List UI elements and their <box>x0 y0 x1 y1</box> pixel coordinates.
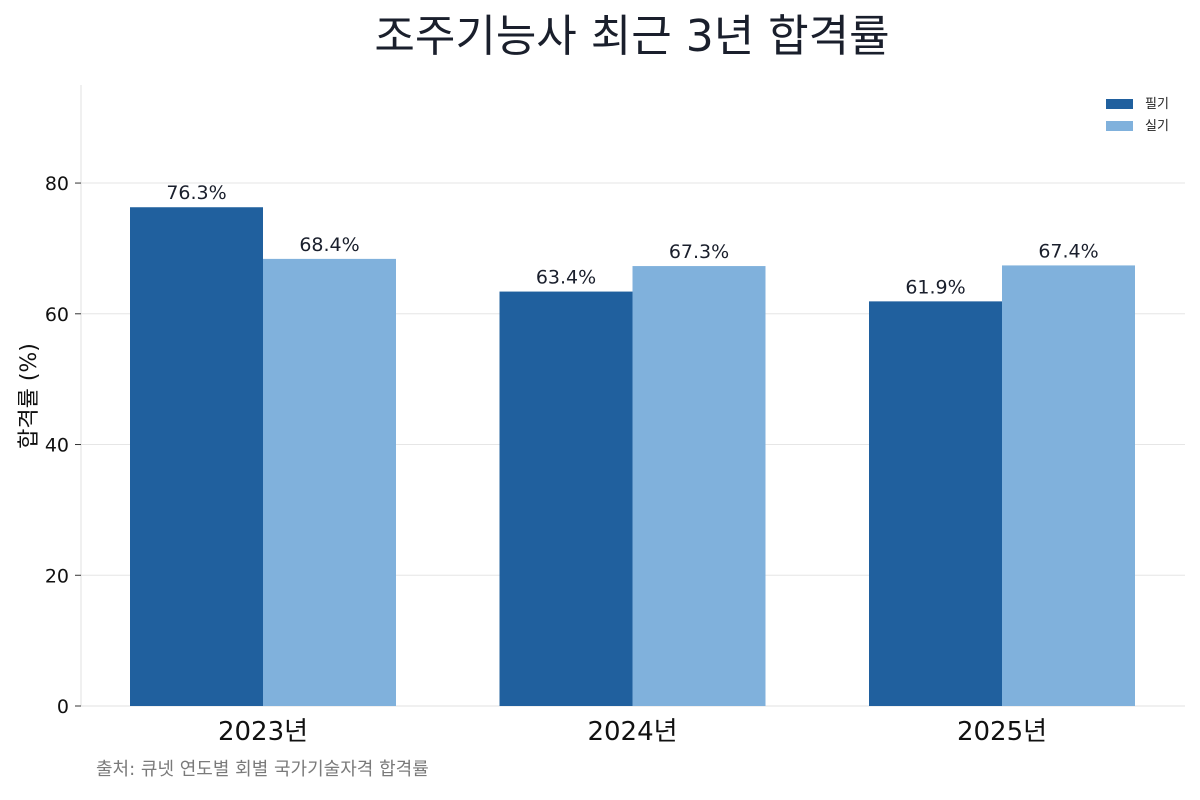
data-label: 67.4% <box>1038 240 1098 262</box>
legend-label: 실기 <box>1145 119 1169 134</box>
bars <box>130 207 1135 706</box>
data-label: 76.3% <box>166 182 226 204</box>
data-label: 67.3% <box>669 241 729 263</box>
chart-title: 조주기능사 최근 3년 합격률 <box>374 11 889 62</box>
y-tick-label: 60 <box>45 304 69 326</box>
x-tick-label: 2024년 <box>587 717 677 747</box>
data-label: 61.9% <box>905 276 965 298</box>
bar-실기-2025년 <box>1002 265 1135 706</box>
data-labels: 76.3% 68.4% 63.4% 67.3% 61.9% 67.4% <box>166 182 1098 298</box>
y-tick-label: 20 <box>45 565 69 587</box>
legend-swatch-실기 <box>1106 121 1133 131</box>
source-note: 출처: 큐넷 연도별 회별 국가기술자격 합격률 <box>96 759 429 780</box>
data-label: 63.4% <box>536 267 596 289</box>
y-axis-label: 합격률 (%) <box>17 343 42 449</box>
legend-label: 필기 <box>1145 97 1169 112</box>
y-tick-label: 80 <box>45 173 69 195</box>
y-tick-label: 0 <box>57 696 69 718</box>
bar-필기-2025년 <box>869 301 1002 706</box>
bar-실기-2024년 <box>632 266 766 706</box>
x-tick-labels: 2023년 2024년 2025년 <box>218 717 1047 747</box>
x-tick-label: 2023년 <box>218 717 308 747</box>
data-label: 68.4% <box>299 234 359 256</box>
bar-실기-2023년 <box>263 258 396 706</box>
y-tick-label: 40 <box>45 435 69 457</box>
bar-필기-2024년 <box>499 291 633 706</box>
y-tick-labels: 0 20 40 60 80 <box>45 173 81 718</box>
x-tick-label: 2025년 <box>957 717 1047 747</box>
bar-필기-2023년 <box>130 207 263 706</box>
legend-swatch-필기 <box>1106 99 1133 109</box>
